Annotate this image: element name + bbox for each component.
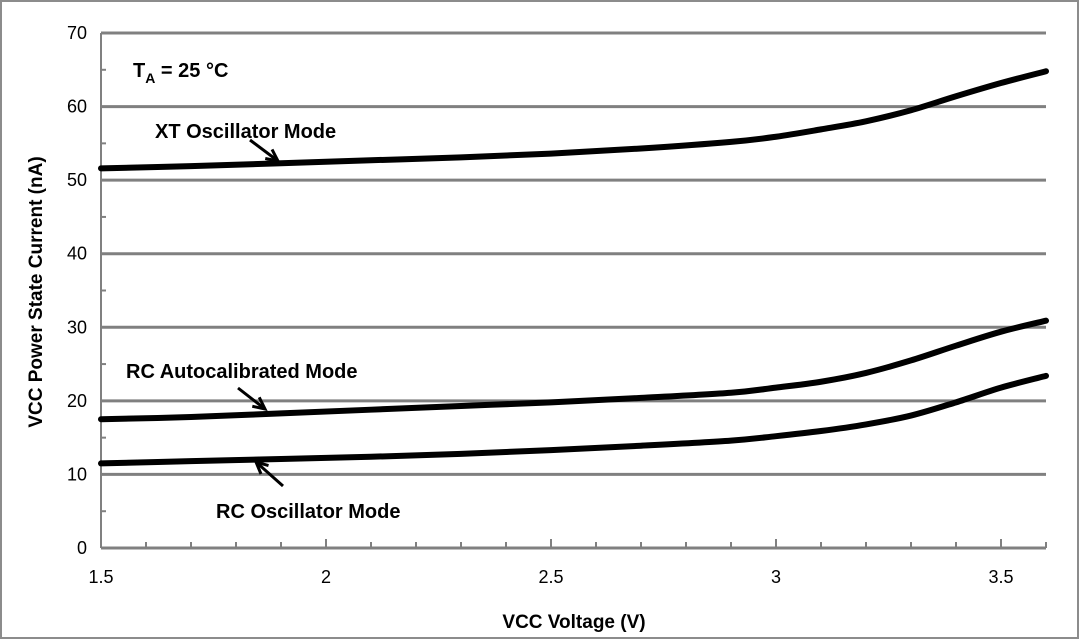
annotation-label-3: RC Oscillator Mode <box>216 501 400 523</box>
y-axis-title: VCC Power State Current (nA) <box>26 156 47 427</box>
annotation-label-2: RC Autocalibrated Mode <box>126 361 358 383</box>
y-tick-label: 0 <box>77 538 87 558</box>
x-tick-label: 1.5 <box>88 567 113 587</box>
annotation-arrowhead-2 <box>251 396 268 412</box>
x-axis-title: VCC Voltage (V) <box>502 612 645 633</box>
y-tick-label: 70 <box>67 23 87 43</box>
series-line-1 <box>98 68 1049 172</box>
condition-label-sub: A <box>145 70 155 86</box>
condition-label-base: T <box>133 60 145 82</box>
annotation-arrowhead-3 <box>253 459 269 475</box>
y-tick-label: 20 <box>67 391 87 411</box>
y-tick-label: 10 <box>67 464 87 484</box>
y-tick-label: 30 <box>67 317 87 337</box>
annotation-arrow-2 <box>237 386 266 411</box>
annotation-label-1: XT Oscillator Mode <box>155 121 336 143</box>
series-line-3 <box>98 372 1049 467</box>
gridlines <box>101 31 1046 476</box>
series-line-2 <box>98 317 1049 423</box>
annotation-arrow-1 <box>249 138 279 163</box>
annotations: XT Oscillator Mode RC Autocalibrated Mode… <box>126 121 400 523</box>
axes: 0 10 20 30 40 50 60 70 1.5 2 2.5 3 3.5 <box>67 23 1047 587</box>
condition-label: TA = 25 °C <box>133 60 228 86</box>
y-tick-label: 50 <box>67 170 87 190</box>
x-tick-label: 3 <box>771 567 781 587</box>
series-lines <box>98 68 1049 467</box>
x-tick-label: 2 <box>321 567 331 587</box>
condition-label-rest: = 25 °C <box>155 60 228 82</box>
x-tick-label: 3.5 <box>988 567 1013 587</box>
annotation-arrow-3 <box>255 460 284 488</box>
annotation-arrowhead-1 <box>264 148 281 164</box>
y-tick-label: 40 <box>67 244 87 264</box>
y-tick-label: 60 <box>67 97 87 117</box>
x-tick-label: 2.5 <box>538 567 563 587</box>
